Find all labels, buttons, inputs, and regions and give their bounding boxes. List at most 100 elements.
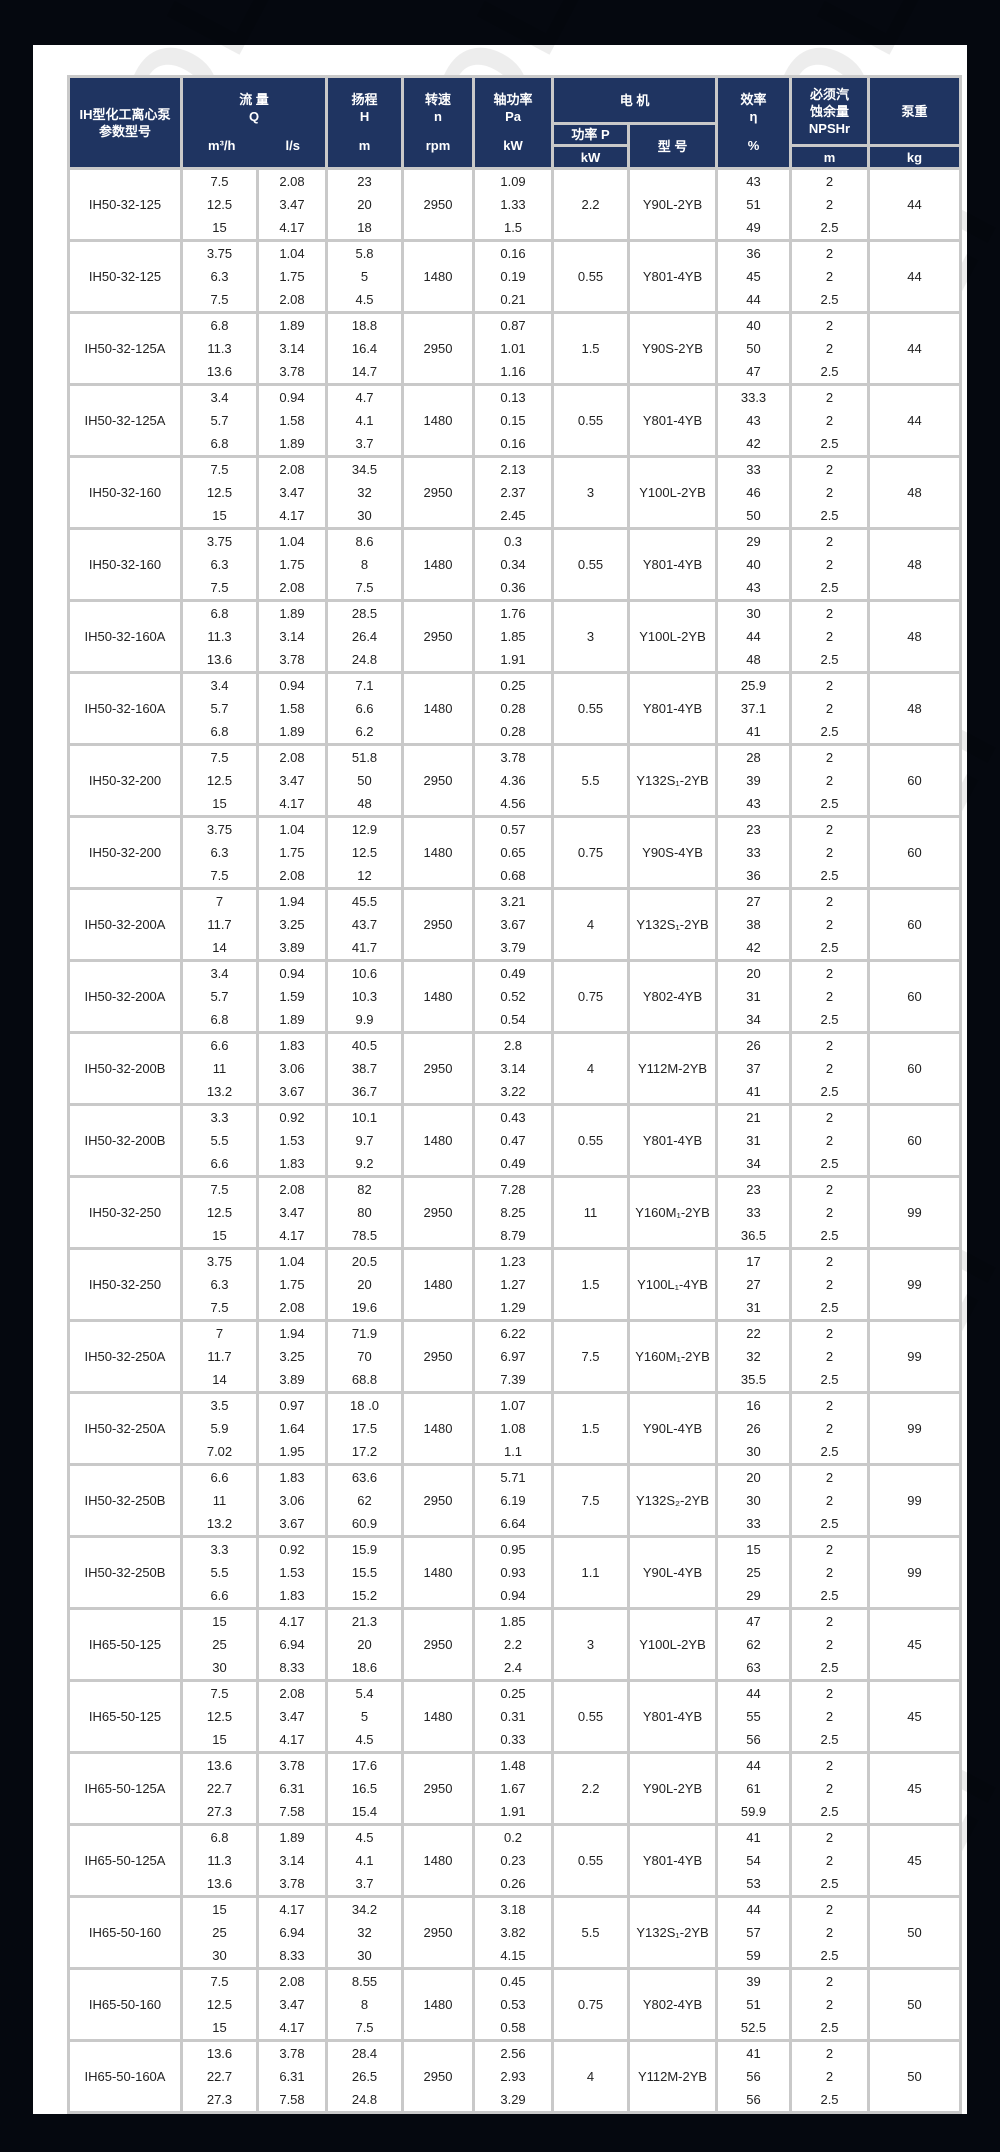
table-row: IH50-32-160A 6.8 11.3 13.6 1.89 3.14 3.78 28.5 2… bbox=[70, 602, 960, 671]
cell-value: 2.5 bbox=[820, 220, 839, 235]
table-row: IH50-32-200A 7 11.7 14 1.94 3.25 3.89 45.5 43.7 4… bbox=[70, 890, 960, 959]
cell-value: 36 bbox=[746, 246, 761, 261]
cell-value: 9.7 bbox=[355, 1133, 374, 1148]
cell-kw: 4 bbox=[554, 2042, 628, 2111]
cell-ls: 0.97 1.64 1.95 bbox=[259, 1394, 326, 1463]
cell-eff: 20 31 34 bbox=[718, 962, 790, 1031]
cell-kg: 48 bbox=[870, 602, 960, 671]
cell-eff: 22 32 35.5 bbox=[718, 1322, 790, 1391]
cell-eff: 44 61 59.9 bbox=[718, 1754, 790, 1823]
cell-h: 5.4 5 4.5 bbox=[328, 1682, 402, 1751]
table-row: IH50-32-160 7.5 12.5 15 2.08 3.47 4.17 34.5 32 30… bbox=[70, 458, 960, 527]
cell-value: 48 bbox=[746, 652, 761, 667]
cell-npsh: 2 2 2.5 bbox=[792, 1322, 868, 1391]
cell-eff: 25.9 37.1 41 bbox=[718, 674, 790, 743]
cell-value: 1.83 bbox=[279, 1470, 305, 1485]
cell-value: 25 bbox=[212, 1637, 227, 1652]
cell-value: 33 bbox=[746, 845, 761, 860]
cell-model: IH50-32-125 bbox=[70, 242, 180, 311]
cell-value: 7.5 bbox=[210, 868, 229, 883]
cell-kw: 5.5 bbox=[554, 1898, 628, 1967]
cell-n: 2950 bbox=[404, 1610, 473, 1679]
table-body: IH50-32-125 7.5 12.5 15 2.08 3.47 4.17 23 20 18 29… bbox=[70, 170, 960, 2111]
cell-h: 45.5 43.7 41.7 bbox=[328, 890, 402, 959]
cell-value: 2.5 bbox=[820, 1804, 839, 1819]
cell-value: 26.5 bbox=[351, 2069, 378, 2084]
cell-eff: 36 45 44 bbox=[718, 242, 790, 311]
table-row: IH65-50-160 15 25 30 4.17 6.94 8.33 34.2 32 30 295… bbox=[70, 1898, 960, 1967]
cell-npsh: 2 2 2.5 bbox=[792, 1970, 868, 2039]
cell-value: 2 bbox=[825, 1542, 834, 1557]
cell-motor: Y90L-2YB bbox=[630, 1754, 716, 1823]
cell-h: 8.55 8 7.5 bbox=[328, 1970, 402, 2039]
cell-value: 71.9 bbox=[351, 1326, 378, 1341]
cell-ls: 3.78 6.31 7.58 bbox=[259, 2042, 326, 2111]
cell-npsh: 2 2 2.5 bbox=[792, 674, 868, 743]
cell-q: 7 11.7 14 bbox=[183, 1322, 256, 1391]
cell-value: 0.34 bbox=[500, 557, 526, 572]
cell-npsh: 2 2 2.5 bbox=[792, 890, 868, 959]
flow-unit-m3h: m³/h bbox=[208, 138, 236, 153]
cell-value: 2.5 bbox=[820, 1012, 839, 1027]
cell-value: 51 bbox=[746, 197, 761, 212]
cell-value: 4.17 bbox=[279, 796, 305, 811]
cell-value: 0.16 bbox=[500, 436, 526, 451]
cell-value: 12.5 bbox=[206, 197, 233, 212]
cell-value: 0.58 bbox=[500, 2020, 526, 2035]
cell-value: 1.59 bbox=[279, 989, 305, 1004]
cell-value: 36 bbox=[746, 868, 761, 883]
cell-value: 2 bbox=[825, 557, 834, 572]
cell-model: IH50-32-250A bbox=[70, 1322, 180, 1391]
header-motor-power-unit: kW bbox=[554, 147, 628, 167]
cell-q: 6.6 11 13.2 bbox=[183, 1034, 256, 1103]
cell-value: 2.5 bbox=[820, 796, 839, 811]
cell-q: 7.5 12.5 15 bbox=[183, 1970, 256, 2039]
cell-value: 2.5 bbox=[820, 724, 839, 739]
cell-motor: Y801-4YB bbox=[630, 386, 716, 455]
cell-value: 0.28 bbox=[500, 701, 526, 716]
cell-n: 1480 bbox=[404, 242, 473, 311]
cell-value: 4.15 bbox=[500, 1948, 526, 1963]
cell-value: 0.25 bbox=[500, 678, 526, 693]
cell-value: 2 bbox=[825, 1038, 834, 1053]
cell-value: 0.31 bbox=[500, 1709, 526, 1724]
cell-n: 2950 bbox=[404, 890, 473, 959]
cell-value: 1.85 bbox=[500, 629, 526, 644]
cell-value: 50 bbox=[357, 773, 372, 788]
cell-kw: 1.5 bbox=[554, 314, 628, 383]
cell-npsh: 2 2 2.5 bbox=[792, 314, 868, 383]
cell-value: 37.1 bbox=[740, 701, 767, 716]
cell-motor: Y801-4YB bbox=[630, 530, 716, 599]
cell-value: 32 bbox=[357, 1925, 372, 1940]
cell-ls: 2.08 3.47 4.17 bbox=[259, 1970, 326, 2039]
cell-value: 27.3 bbox=[206, 2092, 233, 2107]
cell-kw: 0.55 bbox=[554, 1106, 628, 1175]
cell-kw: 0.75 bbox=[554, 818, 628, 887]
cell-value: 3.14 bbox=[279, 341, 305, 356]
cell-value: 7.5 bbox=[210, 1300, 229, 1315]
cell-value: 2 bbox=[825, 174, 834, 189]
cell-model: IH50-32-200 bbox=[70, 746, 180, 815]
cell-value: 2.5 bbox=[820, 292, 839, 307]
cell-value: 4.17 bbox=[279, 1614, 305, 1629]
cell-q: 7.5 12.5 15 bbox=[183, 1682, 256, 1751]
cell-value: 2 bbox=[825, 246, 834, 261]
cell-value: 46 bbox=[746, 485, 761, 500]
cell-value: 1.85 bbox=[500, 1614, 526, 1629]
cell-value: 2 bbox=[825, 1398, 834, 1413]
cell-value: 42 bbox=[746, 436, 761, 451]
cell-npsh: 2 2 2.5 bbox=[792, 746, 868, 815]
cell-n: 1480 bbox=[404, 1682, 473, 1751]
cell-value: 4.5 bbox=[355, 292, 374, 307]
cell-value: 3.14 bbox=[279, 1853, 305, 1868]
cell-kg: 50 bbox=[870, 1898, 960, 1967]
cell-ls: 4.17 6.94 8.33 bbox=[259, 1610, 326, 1679]
cell-value: 0.87 bbox=[500, 318, 526, 333]
cell-value: 15 bbox=[212, 796, 227, 811]
cell-model: IH50-32-200B bbox=[70, 1106, 180, 1175]
cell-value: 0.92 bbox=[279, 1542, 305, 1557]
table-row: IH50-32-250B 3.3 5.5 6.6 0.92 1.53 1.83 15.9 15.… bbox=[70, 1538, 960, 1607]
cell-npsh: 2 2 2.5 bbox=[792, 1178, 868, 1247]
cell-q: 3.75 6.3 7.5 bbox=[183, 1250, 256, 1319]
